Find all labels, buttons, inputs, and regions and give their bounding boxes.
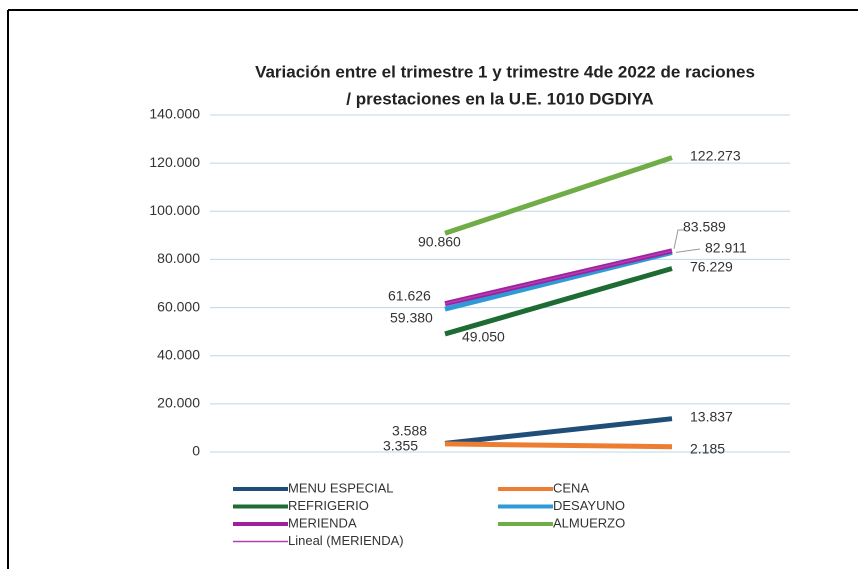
series-line	[444, 155, 673, 236]
series-line	[444, 441, 673, 450]
y-tick-label: 40.000	[157, 346, 200, 362]
data-label: 76.229	[690, 259, 733, 275]
y-tick-label: 0	[192, 443, 200, 459]
series-line	[444, 416, 673, 446]
y-tick-label: 140.000	[149, 106, 200, 122]
legend-label: CENA	[553, 480, 589, 495]
legend-label: MENU ESPECIAL	[288, 480, 393, 495]
data-label: 3.355	[383, 438, 418, 454]
legend-label: REFRIGERIO	[288, 498, 369, 513]
data-label: 83.589	[683, 219, 726, 235]
y-tick-label: 60.000	[157, 298, 200, 314]
data-label: 122.273	[690, 148, 741, 164]
leader-line	[673, 229, 684, 249]
legend-label: ALMUERZO	[553, 515, 625, 530]
legend-label: MERIENDA	[288, 515, 357, 530]
y-tick-label: 100.000	[149, 202, 200, 218]
chart-title: Variación entre el trimestre 1 y trimest…	[255, 62, 755, 81]
legend-label: Lineal (MERIENDA)	[288, 533, 404, 548]
y-tick-label: 80.000	[157, 250, 200, 266]
data-label: 82.911	[705, 240, 747, 256]
data-label: 2.185	[690, 441, 725, 457]
legend-label: DESAYUNO	[553, 498, 625, 513]
chart-subtitle: / prestaciones en la U.E. 1010 DGDIYA	[346, 89, 653, 108]
data-label: 13.837	[690, 409, 733, 425]
data-label: 3.588	[392, 423, 427, 439]
y-tick-label: 20.000	[157, 395, 200, 411]
data-label: 61.626	[388, 288, 431, 304]
leader-line	[675, 248, 701, 253]
data-label: 90.860	[418, 234, 461, 250]
data-label: 59.380	[390, 310, 433, 326]
trendline	[444, 250, 673, 305]
series-line	[444, 266, 673, 337]
data-label: 49.050	[462, 329, 505, 345]
y-tick-label: 120.000	[149, 154, 200, 170]
